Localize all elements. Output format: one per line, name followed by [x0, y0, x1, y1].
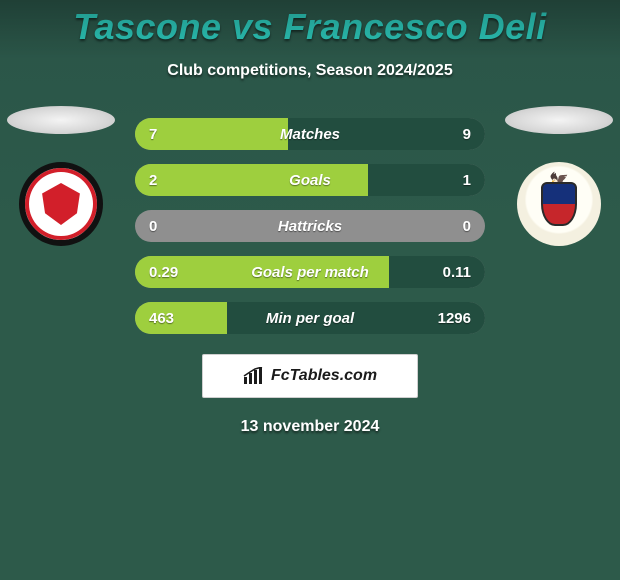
left-team-badge [19, 162, 103, 246]
right-player-column: 🦅 [504, 106, 614, 246]
stat-label: Min per goal [266, 310, 354, 327]
stat-value-left: 0.29 [149, 264, 178, 281]
left-player-column [6, 106, 116, 246]
stat-value-left: 2 [149, 172, 157, 189]
stat-bars: 7 Matches 9 2 Goals 1 0 Hattricks 0 0.29 Goals per… [135, 118, 485, 334]
right-player-photo-placeholder [505, 106, 613, 134]
stat-value-right: 1 [463, 172, 471, 189]
stat-value-right: 1296 [438, 310, 471, 327]
stat-row: 7 Matches 9 [135, 118, 485, 150]
render-date: 13 november 2024 [0, 418, 620, 436]
stat-row: 0 Hattricks 0 [135, 210, 485, 242]
stat-value-right: 0.11 [443, 264, 471, 281]
stat-fill-left [135, 118, 288, 150]
stat-value-right: 0 [463, 218, 471, 235]
stat-label: Goals per match [251, 264, 369, 281]
stat-value-right: 9 [463, 126, 471, 143]
bar-chart-icon [243, 367, 265, 385]
stat-row: 463 Min per goal 1296 [135, 302, 485, 334]
stat-value-left: 463 [149, 310, 174, 327]
stat-row: 2 Goals 1 [135, 164, 485, 196]
brand-text: FcTables.com [271, 367, 377, 385]
stat-label: Hattricks [278, 218, 342, 235]
stat-row: 0.29 Goals per match 0.11 [135, 256, 485, 288]
stat-label: Goals [289, 172, 331, 189]
subtitle: Club competitions, Season 2024/2025 [0, 62, 620, 80]
left-player-photo-placeholder [7, 106, 115, 134]
stat-fill-left [135, 164, 368, 196]
right-team-badge: 🦅 [517, 162, 601, 246]
brand-watermark: FcTables.com [202, 354, 418, 398]
page-title: Tascone vs Francesco Deli [0, 0, 620, 48]
stat-label: Matches [280, 126, 340, 143]
stat-value-left: 7 [149, 126, 157, 143]
stat-value-left: 0 [149, 218, 157, 235]
